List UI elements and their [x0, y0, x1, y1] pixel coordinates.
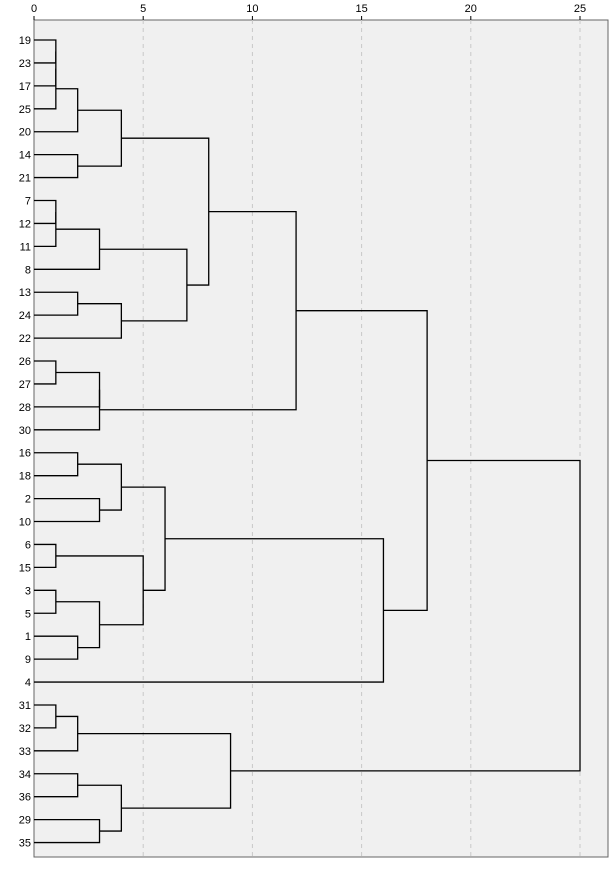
leaf-label: 25 — [19, 104, 31, 116]
leaf-label: 7 — [25, 196, 31, 208]
leaf-label: 35 — [19, 838, 31, 850]
leaf-label: 30 — [19, 425, 31, 437]
leaf-label: 16 — [19, 448, 31, 460]
leaf-label: 17 — [19, 81, 31, 93]
x-axis: 0 5 10 15 20 25 — [31, 3, 586, 20]
leaf-label: 8 — [25, 264, 31, 276]
grid-lines — [142, 20, 581, 857]
dendrogram-link — [230, 459, 581, 772]
leaf-label: 31 — [19, 700, 31, 712]
leaf-label: 2 — [25, 494, 31, 506]
leaf-label: 32 — [19, 723, 31, 735]
leaf-label: 10 — [19, 517, 31, 529]
leaf-label: 21 — [19, 173, 31, 185]
leaf-labels: 1923172520142171211813242226272830161821… — [19, 35, 31, 850]
leaf-label: 9 — [25, 654, 31, 666]
leaf-label: 5 — [25, 608, 31, 620]
x-tick-label: 25 — [574, 3, 586, 15]
leaf-label: 13 — [19, 287, 31, 299]
x-tick-label: 0 — [31, 3, 37, 15]
leaf-label: 22 — [19, 333, 31, 345]
leaf-label: 24 — [19, 310, 31, 322]
leaf-label: 19 — [19, 35, 31, 47]
leaf-label: 3 — [25, 585, 31, 597]
x-tick-label: 5 — [140, 3, 146, 15]
leaf-label: 29 — [19, 815, 31, 827]
leaf-label: 11 — [20, 241, 31, 253]
leaf-label: 34 — [19, 769, 31, 781]
leaf-label: 23 — [19, 58, 31, 70]
dendrogram-link — [34, 389, 101, 431]
leaf-label: 14 — [19, 150, 31, 162]
leaf-label: 36 — [19, 792, 31, 804]
leaf-label: 15 — [19, 562, 31, 574]
leaf-label: 26 — [19, 356, 31, 368]
dendrogram-links — [34, 39, 581, 844]
leaf-label: 20 — [19, 127, 31, 139]
leaf-label: 18 — [19, 471, 31, 483]
leaf-label: 28 — [19, 402, 31, 414]
leaf-label: 27 — [19, 379, 31, 391]
leaf-label: 4 — [25, 677, 31, 689]
x-tick-label: 20 — [465, 3, 477, 15]
leaf-label: 1 — [25, 631, 31, 643]
dendrogram-link — [34, 68, 57, 110]
x-tick-label: 15 — [355, 3, 367, 15]
leaf-label: 33 — [19, 746, 31, 758]
leaf-label: 6 — [25, 539, 31, 551]
plot-background — [33, 19, 609, 858]
x-tick-label: 10 — [246, 3, 258, 15]
leaf-label: 12 — [19, 218, 31, 230]
dendrogram-link — [34, 211, 57, 248]
